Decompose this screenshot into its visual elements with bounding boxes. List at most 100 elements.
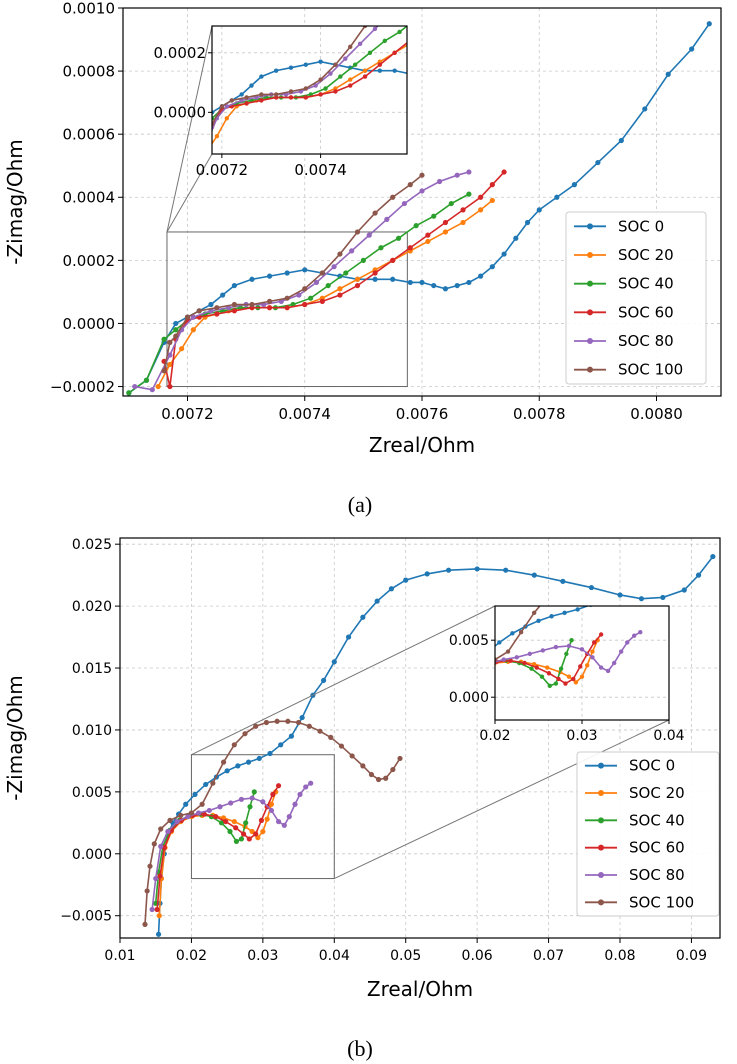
main-point-soc-80 xyxy=(149,906,155,913)
main-point-soc-0 xyxy=(554,194,560,200)
inset-point-soc-80 xyxy=(605,668,611,674)
main-point-soc-80 xyxy=(292,801,298,807)
inset-point-soc-80 xyxy=(514,655,519,660)
main-point-soc-60 xyxy=(442,219,449,226)
main-point-soc-80 xyxy=(217,804,223,810)
main-point-soc-0 xyxy=(155,931,162,937)
main-point-soc-80 xyxy=(165,828,171,835)
main-point-soc-100 xyxy=(231,301,237,308)
main-point-soc-0 xyxy=(689,46,695,52)
main-point-soc-60 xyxy=(231,308,237,314)
main-point-soc-0 xyxy=(524,219,531,226)
legend-marker-soc-100 xyxy=(587,366,593,373)
main-point-soc-0 xyxy=(231,282,237,289)
inset-point-soc-0 xyxy=(239,92,244,97)
legend-marker-soc-0 xyxy=(587,223,593,230)
main-point-soc-60 xyxy=(214,311,220,317)
y-tick-label: 0.0008 xyxy=(63,62,116,80)
inset-point-soc-40 xyxy=(569,638,574,643)
inset-point-soc-20 xyxy=(224,116,230,121)
main-point-soc-60 xyxy=(154,906,160,913)
legend-label-soc-80: SOC 80 xyxy=(618,332,674,350)
main-point-soc-80 xyxy=(436,178,443,185)
main-point-soc-0 xyxy=(331,659,337,665)
y-tick-label: 0.0010 xyxy=(63,0,116,17)
main-point-soc-60 xyxy=(201,811,207,817)
main-point-soc-60 xyxy=(240,831,247,837)
main-point-soc-80 xyxy=(275,818,282,825)
inset-y-tick-label: 0.000 xyxy=(449,690,489,706)
main-point-soc-0 xyxy=(256,755,262,762)
main-point-soc-0 xyxy=(302,267,308,273)
main-point-soc-80 xyxy=(454,172,460,178)
main-point-soc-60 xyxy=(258,817,265,823)
main-point-soc-0 xyxy=(638,596,645,602)
main-point-soc-0 xyxy=(660,594,666,601)
main-series-group xyxy=(142,553,716,937)
inset-point-soc-100 xyxy=(259,92,264,97)
main-point-soc-0 xyxy=(536,207,542,213)
main-point-soc-60 xyxy=(253,831,259,837)
panel-b: 0.01 0.02 0.03 0.04 0.05 0.06 0.07 0.08 0.09 −0.0… xyxy=(3,462,723,1001)
inset-connector xyxy=(166,153,213,233)
main-point-soc-0 xyxy=(617,592,623,598)
main-point-soc-100 xyxy=(375,776,382,783)
inset-x-tick-label: 0.02 xyxy=(479,728,510,744)
main-point-soc-0 xyxy=(706,21,712,27)
inset-point-soc-0 xyxy=(575,607,580,612)
main-point-soc-0 xyxy=(454,282,460,289)
x-axis-label: Zreal/Ohm xyxy=(369,433,475,457)
main-point-soc-0 xyxy=(249,276,255,282)
main-point-soc-100 xyxy=(397,755,403,762)
inset-point-soc-60 xyxy=(563,681,568,686)
main-point-soc-0 xyxy=(431,282,437,289)
main-point-soc-100 xyxy=(158,826,164,832)
main-point-soc-60 xyxy=(354,282,361,289)
main-point-soc-100 xyxy=(390,194,396,200)
inset-point-soc-60 xyxy=(522,660,527,666)
main-point-soc-40 xyxy=(238,836,245,842)
inset-point-soc-0 xyxy=(318,59,323,64)
main-point-soc-0 xyxy=(299,714,305,721)
inset-point-soc-80 xyxy=(566,643,572,649)
main-point-soc-0 xyxy=(503,567,509,573)
panel-a: 0.0072 0.0074 0.0076 0.0078 0.0080 −0.0002 0.0… xyxy=(3,0,722,457)
inset-x-tick-label: 0.04 xyxy=(653,728,684,744)
x-tick-label: 0.0076 xyxy=(396,405,449,423)
main-point-soc-60 xyxy=(407,245,413,251)
main-point-soc-60 xyxy=(266,305,273,311)
inset-point-soc-100 xyxy=(303,86,308,91)
y-tick-label: 0.015 xyxy=(72,661,112,677)
main-point-soc-80 xyxy=(331,264,337,270)
main-point-soc-20 xyxy=(268,801,275,807)
inset-point-soc-0 xyxy=(516,3,520,7)
inset-frame xyxy=(494,605,670,721)
main-point-soc-0 xyxy=(390,276,396,282)
x-tick-label: 0.01 xyxy=(104,948,135,964)
inset-point-soc-20 xyxy=(579,674,585,679)
main-point-soc-100 xyxy=(407,182,413,188)
inset-point-soc-60 xyxy=(259,98,264,103)
inset-point-soc-0 xyxy=(719,462,723,466)
main-point-soc-100 xyxy=(317,728,323,734)
main-point-soc-0 xyxy=(424,571,430,577)
legend-marker-soc-20 xyxy=(598,790,604,796)
main-point-soc-80 xyxy=(286,814,292,820)
main-point-soc-0 xyxy=(203,781,209,788)
main-point-soc-20 xyxy=(337,286,343,292)
inset-line-soc-0 xyxy=(212,60,407,114)
main-point-soc-40 xyxy=(378,245,384,251)
main-point-soc-0 xyxy=(235,763,241,769)
main-point-soc-40 xyxy=(251,789,257,795)
main-point-soc-60 xyxy=(246,836,252,842)
main-point-soc-40 xyxy=(395,235,402,241)
legend-marker-soc-40 xyxy=(587,280,593,287)
inset-point-soc-80 xyxy=(343,56,348,61)
legend-box xyxy=(565,211,707,385)
main-point-soc-0 xyxy=(560,578,566,584)
main-point-soc-100 xyxy=(295,719,302,726)
inset-y-tick-label: 0.0000 xyxy=(154,104,207,122)
inset-connector xyxy=(191,605,496,756)
main-point-soc-100 xyxy=(249,301,255,308)
main-point-soc-100 xyxy=(142,921,148,927)
